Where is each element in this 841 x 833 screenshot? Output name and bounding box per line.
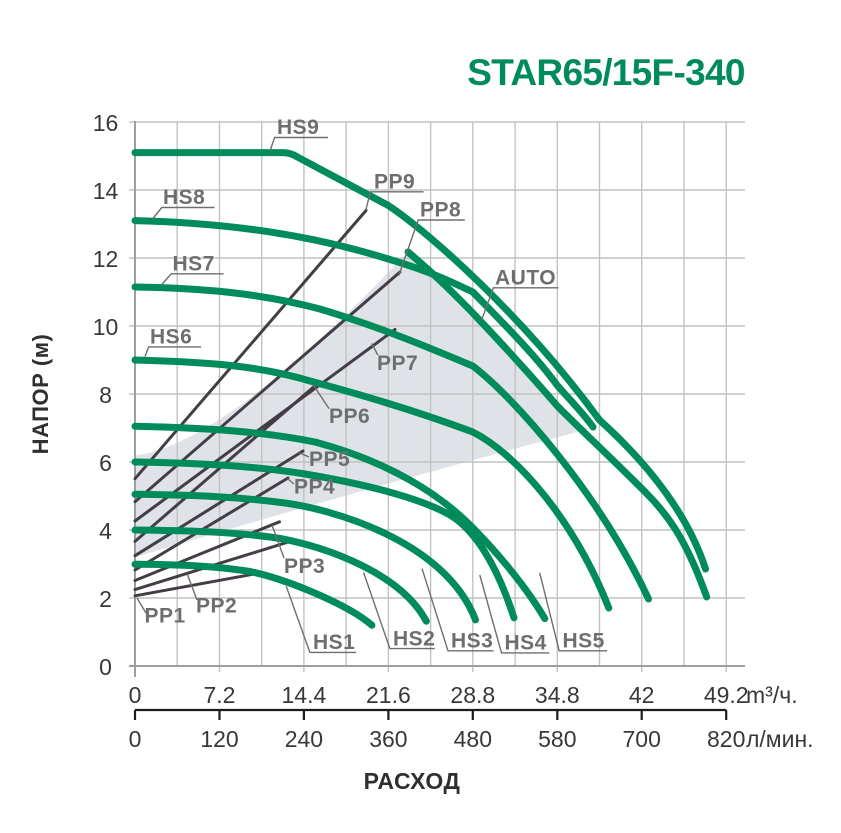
svg-text:14.4: 14.4 — [282, 682, 327, 708]
svg-text:0: 0 — [129, 726, 142, 752]
svg-text:РАСХОД: РАСХОД — [364, 768, 461, 794]
svg-text:HS3: HS3 — [451, 630, 493, 653]
svg-text:HS8: HS8 — [163, 186, 205, 209]
svg-text:21.6: 21.6 — [366, 682, 411, 708]
svg-text:HS4: HS4 — [505, 632, 547, 655]
svg-text:HS2: HS2 — [393, 628, 435, 651]
svg-text:PP7: PP7 — [377, 352, 418, 375]
svg-text:6: 6 — [99, 450, 112, 476]
svg-text:m³/ч.: m³/ч. — [746, 682, 798, 708]
svg-text:HS5: HS5 — [563, 630, 605, 653]
svg-text:AUTO: AUTO — [495, 267, 556, 290]
svg-text:PP6: PP6 — [329, 405, 370, 428]
svg-text:28.8: 28.8 — [450, 682, 495, 708]
svg-text:2: 2 — [99, 586, 112, 612]
svg-text:HS9: HS9 — [277, 116, 319, 139]
svg-text:240: 240 — [285, 726, 323, 752]
svg-text:14: 14 — [93, 178, 119, 204]
svg-text:16: 16 — [93, 110, 119, 136]
svg-text:120: 120 — [200, 726, 238, 752]
svg-text:49.2: 49.2 — [704, 682, 749, 708]
svg-text:л/мин.: л/мин. — [746, 726, 814, 752]
svg-text:HS1: HS1 — [313, 631, 355, 654]
svg-text:360: 360 — [369, 726, 407, 752]
svg-text:HS6: HS6 — [150, 326, 192, 349]
svg-text:PP5: PP5 — [309, 448, 350, 471]
svg-text:12: 12 — [93, 246, 119, 272]
svg-text:PP3: PP3 — [284, 555, 325, 578]
svg-text:0: 0 — [129, 682, 142, 708]
svg-text:34.8: 34.8 — [535, 682, 580, 708]
svg-text:10: 10 — [93, 314, 119, 340]
svg-text:0: 0 — [99, 654, 112, 680]
svg-text:HS7: HS7 — [173, 253, 215, 276]
svg-text:42: 42 — [629, 682, 655, 708]
svg-text:PP8: PP8 — [420, 199, 461, 222]
svg-text:580: 580 — [538, 726, 576, 752]
svg-text:700: 700 — [623, 726, 661, 752]
svg-text:PP9: PP9 — [374, 171, 415, 194]
svg-text:480: 480 — [454, 726, 492, 752]
svg-text:STAR65/15F-340: STAR65/15F-340 — [467, 52, 745, 93]
svg-text:PP1: PP1 — [145, 605, 186, 628]
svg-text:4: 4 — [99, 518, 112, 544]
svg-text:8: 8 — [99, 382, 112, 408]
svg-text:НАПОР (м): НАПОР (м) — [28, 334, 53, 455]
svg-text:PP2: PP2 — [196, 595, 237, 618]
svg-text:7.2: 7.2 — [204, 682, 236, 708]
svg-text:820: 820 — [707, 726, 745, 752]
svg-text:PP4: PP4 — [294, 476, 335, 499]
